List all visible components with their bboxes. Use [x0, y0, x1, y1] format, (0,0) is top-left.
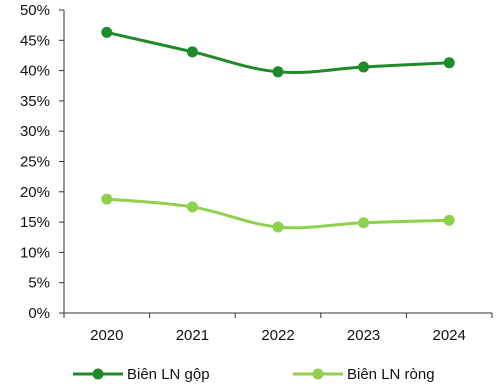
legend-marker [92, 368, 104, 380]
x-tick-label: 2020 [90, 327, 123, 344]
legend: Biên LN gộp Biên LN ròng [73, 366, 435, 383]
y-tick-label: 25% [20, 154, 50, 171]
x-tick-label: 2021 [176, 327, 209, 344]
data-point [358, 217, 370, 229]
y-tick-label: 30% [20, 123, 50, 140]
y-tick-label: 20% [20, 184, 50, 201]
legend-item: Biên LN ròng [293, 366, 435, 383]
y-tick-label: 10% [20, 244, 50, 261]
data-point [443, 57, 455, 69]
data-point [272, 221, 284, 233]
data-point [358, 61, 370, 73]
legend-label: Biên LN gộp [127, 366, 210, 383]
y-tick-label: 50% [20, 2, 50, 19]
y-tick-label: 15% [20, 214, 50, 231]
x-axis: 2020 2021 2022 2023 2024 [63, 312, 493, 344]
y-tick-label: 35% [20, 93, 50, 110]
x-tick-label: 2022 [261, 327, 294, 344]
legend-item: Biên LN gộp [73, 366, 210, 383]
y-tick-label: 45% [20, 32, 50, 49]
y-tick-label: 5% [28, 275, 50, 292]
data-point [272, 66, 284, 78]
y-tick-label: 40% [20, 63, 50, 80]
x-tick-label: 2023 [347, 327, 380, 344]
data-point [186, 201, 198, 213]
legend-marker [312, 368, 324, 380]
data-point [186, 46, 198, 58]
data-point [443, 214, 455, 226]
y-axis: 0% 5% 10% 15% 20% 25% 30% 35% 40% 45% 50% [20, 2, 65, 322]
series-2 [101, 193, 455, 233]
x-tick-label: 2024 [433, 327, 466, 344]
data-point [101, 193, 113, 205]
legend-label: Biên LN ròng [347, 366, 435, 383]
series-layer [101, 26, 455, 233]
data-point [101, 26, 113, 38]
y-tick-label: 0% [28, 305, 50, 322]
series-1 [101, 26, 455, 78]
